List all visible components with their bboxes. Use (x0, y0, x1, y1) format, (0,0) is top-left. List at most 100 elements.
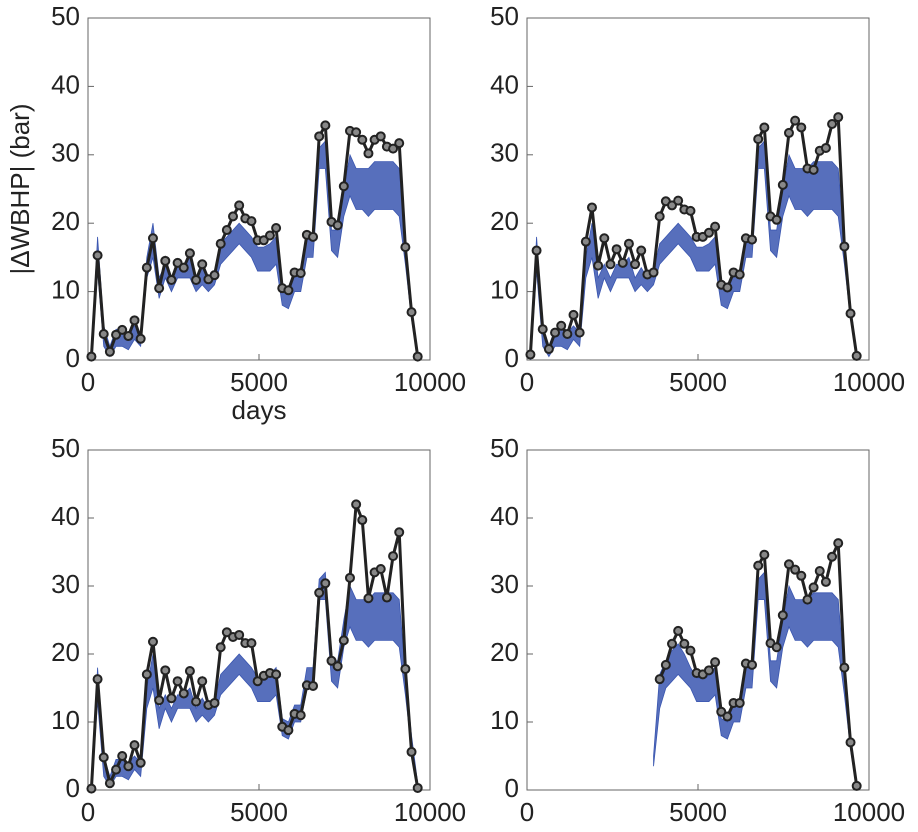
y-tick-label: 50 (490, 433, 519, 463)
observed-point (295, 710, 306, 721)
y-axis-label: |ΔWBHP| (bar) (5, 104, 35, 275)
observed-point (556, 320, 567, 331)
observed-point (400, 663, 411, 674)
x-axis-label: days (232, 395, 287, 425)
x-tick-label: 5000 (230, 367, 288, 397)
observed-point (580, 236, 591, 247)
observed-point (394, 527, 405, 538)
observed-point (351, 127, 362, 138)
observed-point (753, 134, 764, 145)
observed-point (586, 202, 597, 213)
observed-point (525, 349, 536, 360)
observed-point (375, 564, 386, 574)
y-tick-label: 50 (51, 433, 80, 463)
observed-point (314, 587, 325, 598)
observed-point (839, 662, 850, 673)
observed-point (845, 308, 856, 319)
observed-point (648, 267, 659, 278)
observed-point (783, 127, 794, 138)
x-tick-label: 0 (520, 367, 534, 397)
observed-point (375, 131, 386, 142)
observed-point (154, 283, 165, 294)
observed-point (734, 269, 745, 280)
observed-point (234, 200, 245, 211)
x-tick-label: 5000 (669, 797, 727, 827)
observed-point (123, 331, 134, 342)
observed-point (295, 268, 306, 279)
observed-point (166, 693, 177, 704)
observed-line (89, 503, 420, 789)
observed-point (320, 578, 331, 589)
observed-point (654, 211, 665, 222)
y-tick-label: 50 (490, 1, 519, 31)
observed-point (747, 234, 758, 245)
observed-point (184, 248, 195, 259)
observed-point (147, 636, 158, 647)
observed-point (338, 181, 349, 192)
observed-point (129, 740, 140, 751)
observed-point (221, 225, 232, 236)
observed-point (184, 666, 195, 676)
observed-point (357, 134, 368, 145)
observed-point (135, 333, 146, 344)
y-tick-label: 20 (490, 206, 519, 236)
observed-point (814, 566, 825, 577)
y-tick-label: 20 (51, 637, 80, 667)
observed-point (685, 205, 696, 216)
observed-point (703, 227, 714, 238)
observed-point (605, 259, 616, 270)
observed-point (851, 350, 862, 361)
observed-point (86, 351, 97, 362)
observed-point (851, 780, 862, 791)
x-tick-label: 0 (81, 797, 95, 827)
observed-point (599, 233, 610, 244)
observed-point (406, 746, 417, 757)
observed-point (209, 697, 220, 708)
observed-point (771, 642, 782, 653)
observed-point (246, 216, 257, 227)
observed-point (400, 242, 411, 253)
y-tick-label: 10 (490, 274, 519, 304)
observed-point (673, 625, 684, 636)
observed-point (135, 757, 146, 768)
observed-point (320, 120, 331, 131)
observed-point (667, 638, 678, 649)
observed-point (344, 572, 355, 583)
observed-point (833, 112, 844, 123)
observed-point (796, 122, 807, 133)
observed-point (593, 260, 604, 271)
observed-point (111, 329, 122, 340)
x-tick-label: 0 (81, 367, 95, 397)
observed-point (246, 638, 257, 649)
observed-point (197, 259, 208, 270)
observed-point (215, 642, 226, 653)
observed-point (679, 638, 690, 649)
observed-point (759, 122, 770, 133)
observed-point (802, 594, 813, 605)
observed-point (777, 610, 788, 621)
observed-point (543, 344, 554, 355)
observed-point (759, 549, 770, 560)
observed-point (129, 315, 140, 326)
observed-point (283, 285, 294, 296)
observed-point (351, 499, 362, 510)
observed-point (141, 669, 152, 680)
observed-point (630, 259, 641, 270)
observed-point (783, 559, 794, 570)
observed-point (92, 674, 103, 685)
observed-point (790, 564, 801, 575)
observed-point (673, 195, 684, 206)
observed-point (172, 676, 183, 687)
observed-point (160, 665, 171, 676)
observed-point (722, 282, 733, 293)
observed-point (685, 645, 696, 656)
x-tick-label: 10000 (394, 797, 466, 827)
x-tick-label: 0 (520, 797, 534, 827)
observed-point (412, 351, 423, 362)
observed-point (197, 676, 208, 687)
observed-point (660, 659, 671, 670)
y-tick-label: 20 (490, 637, 519, 667)
observed-point (111, 764, 122, 775)
observed-point (271, 222, 282, 233)
